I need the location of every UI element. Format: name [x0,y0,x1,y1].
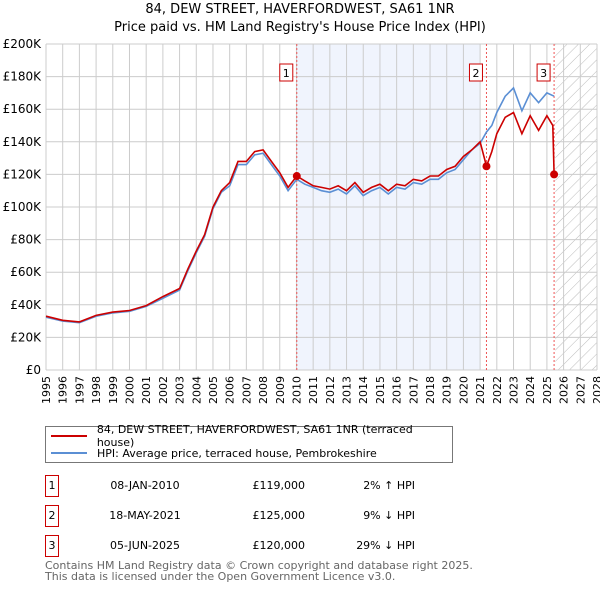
sale-label-box [536,63,551,82]
legend: 84, DEW STREET, HAVERFORDWEST, SA61 1NR … [45,423,453,463]
x-tick-label: 2004 [190,376,203,404]
y-tick-label: £180K [3,70,43,84]
x-tick-label: 2023 [508,376,521,404]
x-tick-label: 2006 [224,376,237,404]
sale-label: 3 [540,67,547,80]
y-tick-label: £120K [3,167,43,181]
x-tick-label: 2019 [441,376,454,404]
x-tick-label: 2021 [474,376,487,404]
x-tick-label: 2012 [324,376,337,404]
x-tick-label: 2002 [157,376,170,404]
y-tick-label: £40K [10,298,42,312]
y-tick-label: £20K [10,330,42,344]
x-tick-label: 2028 [591,376,600,404]
x-tick-label: 2005 [207,376,220,404]
x-tick-label: 2025 [541,376,554,404]
sale-price: £119,000 [252,479,306,492]
sale-label: 2 [472,67,479,80]
sale-price: £120,000 [252,539,306,552]
x-tick-label: 1998 [90,376,103,404]
x-tick-label: 1997 [73,376,86,404]
y-tick-label: £140K [3,135,43,149]
x-tick-label: 2024 [524,376,537,404]
x-tick-label: 2018 [424,376,437,404]
x-tick-label: 2007 [240,376,253,404]
sale-point [482,162,491,171]
x-tick-label: 2008 [257,376,270,404]
x-tick-label: 1999 [107,376,120,404]
sale-label-box [279,63,294,82]
chart-subtitle: Price paid vs. HM Land Registry's House … [114,20,486,35]
footer-licence: This data is licensed under the Open Gov… [45,570,396,583]
table-row: 3 05-JUN-2025 £120,000 29% ↓ HPI [45,535,465,557]
chart-title: 84, DEW STREET, HAVERFORDWEST, SA61 1NR [145,2,455,17]
price-chart: 1995 1996 1997 1998 1999 2000 2001 2002 2003 2004… [3,37,600,404]
sale-point [292,172,301,181]
sale-number: 1 [45,475,59,497]
x-tick-label: 2010 [290,376,303,404]
sale-number: 2 [45,505,59,527]
y-tick-label: £0 [26,363,41,377]
sale-date: 18-MAY-2021 [109,509,181,522]
footer-copyright: Contains HM Land Registry data © Crown c… [45,559,473,572]
x-tick-label: 2020 [457,376,470,404]
sale-hpi-diff: 9% ↓ HPI [363,509,415,522]
sale-point [550,170,559,179]
sale-label: 1 [283,67,290,80]
y-tick-label: £60K [10,265,42,279]
x-tick-label: 2016 [391,376,404,404]
x-tick-label: 2015 [374,376,387,404]
x-tick-label: 2027 [574,376,587,404]
sale-number: 3 [45,535,59,557]
x-tick-label: 1995 [40,376,53,404]
y-tick-label: £100K [3,200,43,214]
x-tick-label: 2000 [123,376,136,404]
sale-label-box [468,63,483,82]
property-price-line [45,111,555,323]
x-tick-label: 2026 [558,376,571,404]
legend-item-property: 84, DEW STREET, HAVERFORDWEST, SA61 1NR … [51,423,452,449]
sale-price: £125,000 [252,509,306,522]
x-tick-label: 2003 [174,376,187,404]
y-tick-label: £160K [3,102,43,116]
sale-date: 05-JUN-2025 [109,539,181,552]
x-tick-label: 2001 [140,376,153,404]
legend-swatch-red [51,435,87,437]
sale-hpi-diff: 2% ↑ HPI [363,479,415,492]
x-tick-label: 1996 [57,376,70,404]
legend-label: 84, DEW STREET, HAVERFORDWEST, SA61 1NR … [96,423,413,449]
y-tick-label: £200K [3,37,43,51]
x-tick-label: 2017 [407,376,420,404]
legend-swatch-blue [51,452,87,454]
x-tick-label: 2013 [341,376,354,404]
sale-date: 08-JAN-2010 [110,479,180,492]
table-row: 1 08-JAN-2010 £119,000 2% ↑ HPI [45,475,465,497]
sale-hpi-diff: 29% ↓ HPI [356,539,415,552]
x-tick-label: 2011 [307,376,320,404]
y-tick-label: £80K [10,233,42,247]
legend-item-hpi: HPI: Average price, terraced house, Pemb… [51,445,377,461]
x-tick-label: 2009 [274,376,287,404]
x-tick-label: 2014 [357,376,370,404]
legend-label: HPI: Average price, terraced house, Pemb… [97,446,377,460]
table-row: 2 18-MAY-2021 £125,000 9% ↓ HPI [45,505,465,527]
x-tick-label: 2022 [491,376,504,404]
